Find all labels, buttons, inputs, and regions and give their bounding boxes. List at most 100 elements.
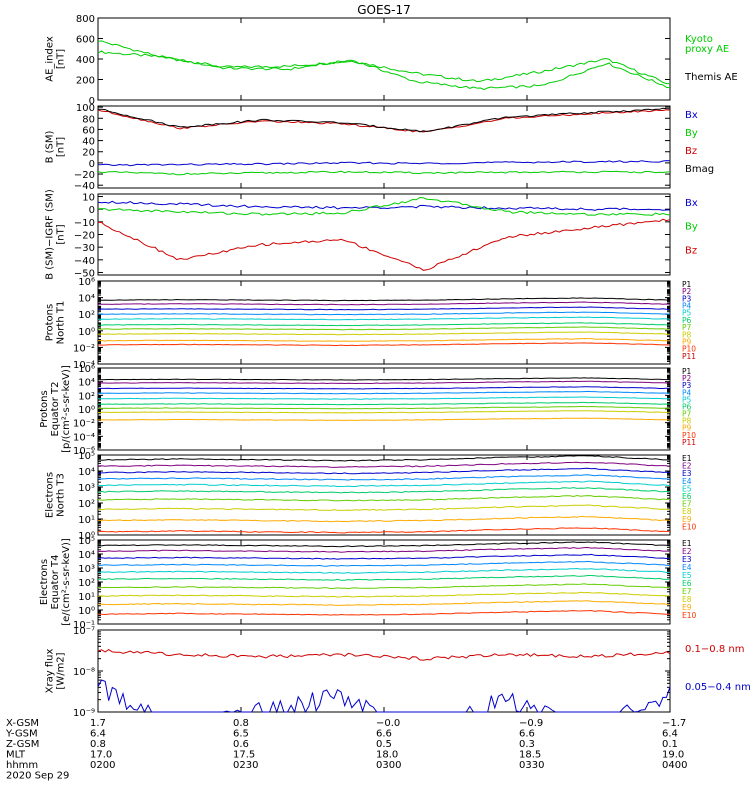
- series-e9: [97, 515, 671, 523]
- legend-entry: P10: [682, 345, 696, 354]
- legend-entry: E9: [682, 515, 692, 524]
- series-bx: [97, 200, 671, 211]
- series-e1: [97, 541, 671, 548]
- x-row-value: 17.5: [233, 750, 255, 761]
- y-tick-label: −20: [74, 231, 95, 242]
- series-e1: [97, 455, 671, 462]
- y-tick-label: 60: [82, 125, 95, 136]
- series-p10: [97, 342, 670, 347]
- legend-entry: E6: [682, 492, 692, 501]
- x-axis-table: X-GSM 1.7 0.8 −0.0 −0.9 −1.7 Y-GSM 6.4 6.5 6.6 6.6…: [5, 718, 687, 782]
- y-tick-label: 40: [82, 137, 95, 148]
- series-e3: [97, 553, 671, 560]
- panel-ylabel: [W/m2]: [56, 652, 67, 689]
- legend-entry: E4: [682, 563, 692, 572]
- series-p2: [98, 301, 671, 306]
- legend-entry: P6: [682, 316, 692, 325]
- legend-entry: E3: [682, 469, 692, 478]
- panel-ylabel: [nT]: [56, 49, 67, 69]
- panel-frame: [97, 17, 671, 101]
- legend-entry: E5: [682, 571, 692, 580]
- legend-entry: Bz: [685, 146, 697, 157]
- legend-entry: E2: [682, 547, 692, 556]
- panel-protons-equator: 10⁶ 10⁴ 10² 10⁰ 10⁻² 10⁻⁴ 10⁻⁶ Protons Equator T…: [39, 364, 696, 457]
- x-row-label: Y-GSM: [5, 729, 38, 740]
- series-e8: [97, 591, 671, 598]
- x-row-value: 6.4: [90, 729, 106, 740]
- y-tick-label: 80: [82, 114, 95, 125]
- series-kyoto-proxy-ae: [97, 50, 670, 85]
- panel-ylabel: B (SM): [45, 130, 56, 163]
- panel-ylabel: [nT]: [56, 224, 67, 244]
- y-tick-label: 10⁰: [78, 606, 95, 617]
- y-tick-label: 10²: [78, 578, 95, 589]
- x-row-value: 0.3: [519, 739, 535, 750]
- legend-entry: E1: [682, 539, 692, 548]
- legend-entry: 0.1−0.8 nm: [685, 644, 744, 655]
- y-tick-label: −30: [74, 243, 95, 254]
- series-e4: [97, 560, 671, 567]
- x-row-value: 0.5: [376, 739, 392, 750]
- legend-entry: Bmag: [685, 164, 714, 175]
- legend-entry: Bx: [685, 110, 698, 121]
- panel-frame: [97, 105, 671, 189]
- legend-entry: P2: [682, 287, 692, 296]
- x-row-value: 1.7: [90, 718, 106, 729]
- legend-entry: E10: [682, 611, 697, 620]
- series-e5: [98, 480, 671, 487]
- x-row-value: 0300: [376, 760, 401, 771]
- legend-entry: P3: [682, 294, 692, 303]
- y-tick-label: −20: [74, 170, 95, 181]
- legend-entry: E1: [682, 454, 692, 463]
- legend-entry: P4: [682, 302, 692, 311]
- y-tick-label: 10⁴: [78, 550, 95, 561]
- y-tick-label: −50: [74, 268, 95, 279]
- series-p4: [97, 390, 671, 395]
- y-tick-label: 20: [82, 148, 95, 159]
- y-tick-label: 10⁵: [78, 451, 95, 462]
- series-e7: [97, 583, 670, 590]
- legend-entry: E2: [682, 462, 692, 471]
- series-p1: [98, 297, 671, 302]
- x-row-label: Z-GSM: [6, 739, 39, 750]
- x-row-value: −0.0: [376, 718, 400, 729]
- x-row-value: 6.5: [233, 729, 249, 740]
- y-tick-label: 10⁵: [78, 536, 95, 547]
- legend-entry: P5: [682, 309, 692, 318]
- y-tick-label: 10³: [78, 483, 95, 494]
- x-row-value: 6.6: [376, 729, 392, 740]
- series-e2: [97, 546, 670, 553]
- legend-entry: E3: [682, 555, 692, 564]
- panel-xray: 10⁻⁷ 10⁻⁸ 10⁻⁹ Xray flux [W/m2] 0.1−0.8 nm 0.0…: [45, 626, 750, 719]
- series-bz: [97, 218, 671, 271]
- legend-entry: By: [685, 222, 698, 233]
- series-p9: [97, 417, 671, 421]
- series-e9: [97, 600, 671, 606]
- panel-ylabel: Protons: [45, 304, 56, 341]
- x-row-value: 0200: [90, 760, 115, 771]
- legend-entry: P8: [682, 330, 692, 339]
- y-tick-label: 10¹: [78, 515, 95, 526]
- legend-entry: E10: [682, 522, 697, 531]
- series-p4: [97, 311, 671, 316]
- y-tick-label: 600: [76, 35, 95, 46]
- x-row-value: 0.8: [90, 739, 106, 750]
- legend-entry: P9: [682, 337, 692, 346]
- series-p1: [97, 377, 671, 381]
- panel-frame: [97, 367, 671, 451]
- x-row-value: 0400: [662, 760, 687, 771]
- legend-entry: P4: [682, 388, 692, 397]
- y-tick-label: 0: [89, 96, 95, 107]
- y-tick-label: 10⁴: [78, 378, 95, 389]
- legend-entry: P10: [682, 431, 696, 440]
- x-row-value: 6.6: [519, 729, 535, 740]
- series-p5: [97, 396, 670, 400]
- x-row-value: −0.9: [519, 718, 543, 729]
- series-p6: [97, 401, 671, 406]
- panel-ylabel: Equator T4: [50, 555, 61, 610]
- series-bmag: [97, 107, 671, 133]
- legend-entry: E7: [682, 587, 692, 596]
- legend-entry: Bx: [685, 198, 698, 209]
